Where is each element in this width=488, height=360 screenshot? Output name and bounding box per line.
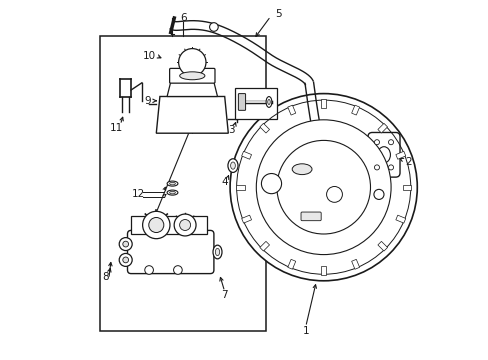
Text: 12: 12	[131, 189, 144, 199]
Circle shape	[144, 266, 153, 274]
Text: 2: 2	[404, 157, 411, 167]
Circle shape	[387, 140, 393, 145]
Ellipse shape	[167, 190, 178, 195]
Ellipse shape	[169, 192, 175, 194]
Text: 6: 6	[180, 13, 186, 23]
Circle shape	[276, 140, 370, 234]
Ellipse shape	[267, 99, 270, 104]
Circle shape	[142, 211, 170, 239]
Text: 3: 3	[228, 125, 235, 135]
FancyBboxPatch shape	[127, 230, 213, 274]
Circle shape	[119, 238, 132, 251]
Circle shape	[178, 49, 205, 76]
Ellipse shape	[230, 162, 235, 169]
Text: 10: 10	[142, 51, 155, 61]
Bar	[287, 105, 295, 115]
Bar	[101, 36, 265, 331]
Text: 4: 4	[221, 177, 228, 187]
Bar	[241, 151, 251, 159]
Ellipse shape	[292, 164, 311, 175]
Circle shape	[122, 257, 128, 263]
Bar	[259, 241, 269, 251]
Text: 8: 8	[102, 272, 109, 282]
Circle shape	[261, 174, 281, 194]
Circle shape	[326, 186, 342, 202]
Text: 7: 7	[221, 290, 227, 300]
Bar	[321, 266, 325, 275]
FancyBboxPatch shape	[301, 212, 321, 221]
Bar	[402, 185, 410, 190]
Bar	[395, 151, 405, 159]
Ellipse shape	[215, 248, 219, 256]
FancyBboxPatch shape	[238, 94, 245, 110]
Circle shape	[174, 214, 196, 236]
Circle shape	[179, 220, 190, 230]
Bar	[321, 99, 325, 108]
Ellipse shape	[167, 181, 178, 186]
Bar	[241, 215, 251, 223]
Text: 11: 11	[110, 123, 123, 133]
Bar	[287, 259, 295, 269]
Ellipse shape	[377, 147, 389, 163]
Circle shape	[173, 266, 182, 274]
Polygon shape	[131, 216, 206, 234]
Circle shape	[122, 241, 128, 247]
Circle shape	[256, 120, 390, 255]
Text: 9: 9	[143, 96, 150, 106]
Circle shape	[374, 140, 379, 145]
Ellipse shape	[265, 96, 271, 107]
Circle shape	[373, 189, 383, 199]
FancyBboxPatch shape	[169, 68, 215, 83]
Circle shape	[148, 217, 163, 233]
Ellipse shape	[227, 159, 238, 172]
Bar	[235, 88, 276, 119]
Polygon shape	[167, 82, 217, 96]
Bar	[377, 123, 387, 133]
FancyBboxPatch shape	[367, 132, 399, 177]
Bar	[351, 259, 359, 269]
Polygon shape	[156, 96, 228, 133]
Circle shape	[230, 94, 416, 281]
Bar	[351, 105, 359, 115]
Circle shape	[209, 23, 218, 31]
Ellipse shape	[213, 245, 222, 259]
Text: 1: 1	[302, 326, 308, 336]
Ellipse shape	[169, 182, 175, 185]
Ellipse shape	[179, 72, 204, 80]
Bar	[377, 241, 387, 251]
Text: 5: 5	[275, 9, 282, 19]
Bar	[235, 185, 244, 190]
Bar	[395, 215, 405, 223]
Circle shape	[387, 165, 393, 170]
Circle shape	[374, 165, 379, 170]
Circle shape	[119, 253, 132, 266]
Bar	[259, 123, 269, 133]
